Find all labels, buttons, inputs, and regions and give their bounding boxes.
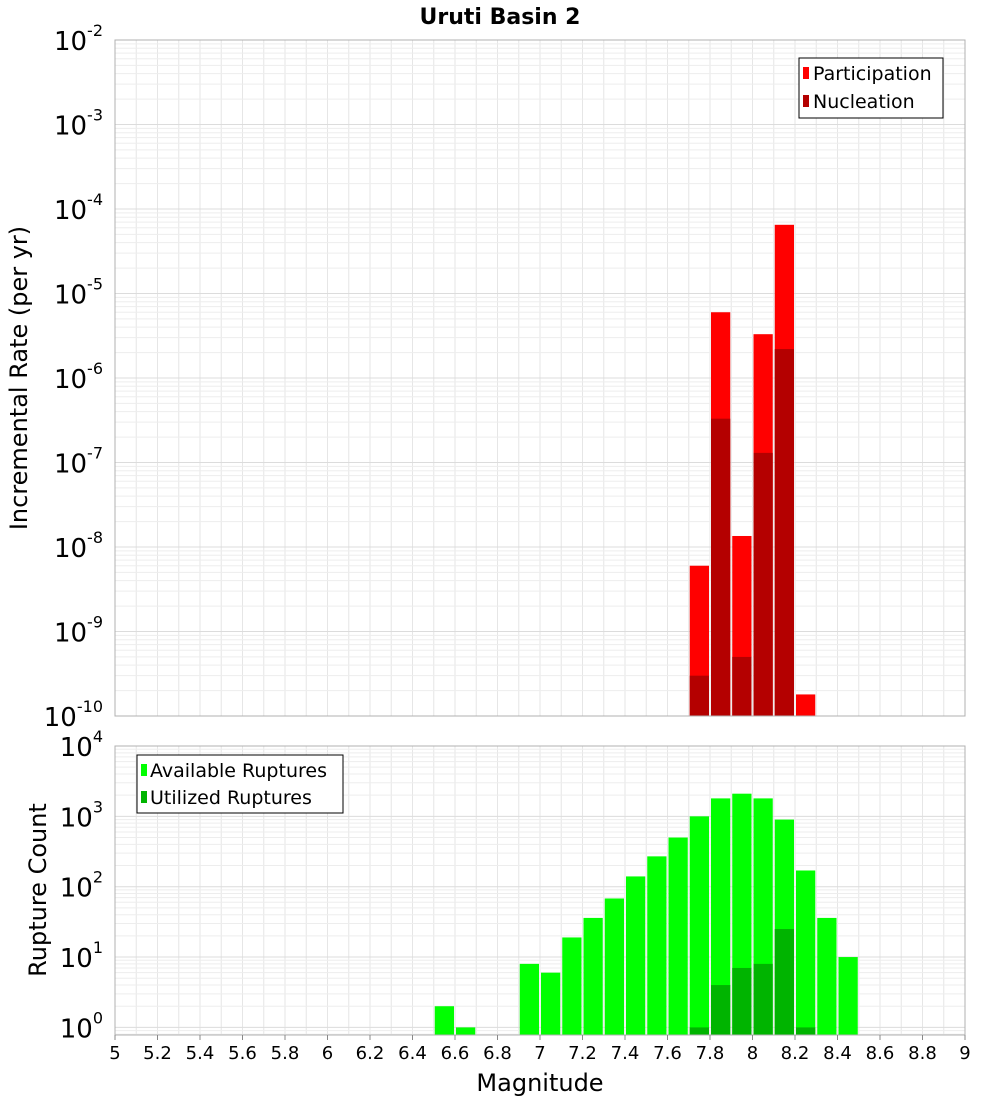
y-tick-label: 10-9 (54, 613, 103, 649)
bar-nucleation (753, 452, 773, 716)
y-tick-label: 10-7 (54, 444, 103, 480)
y-tick-label: 10-10 (44, 697, 103, 733)
bar-available-ruptures (604, 898, 624, 1035)
y-tick-label: 104 (60, 727, 103, 763)
x-axis-label: Magnitude (476, 1069, 603, 1097)
x-tick-label: 7 (534, 1043, 545, 1064)
x-tick-label: 8.6 (866, 1043, 895, 1064)
bar-available-ruptures (456, 1027, 476, 1035)
bar-available-ruptures (562, 937, 582, 1035)
top-legend-box (798, 57, 944, 119)
bottom-bars (434, 793, 858, 1035)
y-tick-label: 102 (60, 868, 103, 904)
top-legend: Participation Nucleation (798, 57, 944, 119)
legend-label-participation: Participation (813, 63, 932, 85)
bar-utilized-ruptures (711, 985, 731, 1035)
x-tick-label: 6 (322, 1043, 333, 1064)
bottom-y-axis-label: Rupture Count (24, 803, 52, 977)
legend-swatch-utilized (141, 791, 147, 803)
x-tick-label: 8 (747, 1043, 758, 1064)
y-tick-label: 10-2 (54, 21, 103, 57)
x-tick-label: 7.6 (653, 1043, 682, 1064)
bar-available-ruptures (689, 816, 709, 1035)
x-tick-label: 7.8 (696, 1043, 725, 1064)
bottom-legend: Available Ruptures Utilized Ruptures (136, 754, 344, 814)
x-tick-label: 5.6 (228, 1043, 257, 1064)
bar-utilized-ruptures (689, 1027, 709, 1035)
bottom-y-ticks: 104 103 102 101 100 (60, 727, 103, 1044)
top-panel: 10-2 10-3 10-4 10-5 10-6 10-7 10-8 10-9 10-10 In… (5, 21, 966, 733)
x-tick-label: 5 (109, 1043, 120, 1064)
bar-available-ruptures (434, 1006, 454, 1035)
bar-nucleation (774, 349, 794, 716)
x-tick-label: 6.4 (398, 1043, 427, 1064)
x-tick-label: 8.2 (781, 1043, 810, 1064)
top-y-axis-label: Incremental Rate (per yr) (5, 226, 33, 530)
top-bars (689, 224, 816, 716)
x-tick-label: 5.2 (143, 1043, 172, 1064)
y-tick-label: 10-5 (54, 275, 103, 311)
bar-available-ruptures (838, 957, 858, 1035)
chart-title: Uruti Basin 2 (420, 5, 581, 30)
bar-available-ruptures (626, 876, 646, 1035)
x-tick-label: 6.2 (356, 1043, 385, 1064)
top-grid (114, 39, 966, 717)
y-tick-label: 10-6 (54, 359, 103, 395)
legend-label-utilized: Utilized Ruptures (150, 787, 312, 809)
y-tick-label: 10-4 (54, 190, 103, 226)
bar-utilized-ruptures (796, 1027, 816, 1035)
x-axis-ticks: 5 5.2 5.4 5.6 5.8 6 6.2 6.4 6.6 6.8 7 7.2 7.4 7.6 7.8 8… (109, 1035, 971, 1064)
legend-label-available: Available Ruptures (150, 760, 327, 782)
bar-available-ruptures (711, 798, 731, 1035)
bar-available-ruptures (668, 837, 688, 1035)
x-tick-label: 9 (959, 1043, 970, 1064)
bar-available-ruptures (796, 870, 816, 1035)
bar-participation (796, 694, 816, 716)
bottom-legend-box (136, 754, 344, 814)
x-tick-label: 5.4 (186, 1043, 215, 1064)
bar-nucleation (689, 675, 709, 716)
bar-available-ruptures (541, 972, 561, 1035)
bar-available-ruptures (817, 917, 837, 1035)
y-tick-label: 103 (60, 797, 103, 833)
bar-utilized-ruptures (774, 929, 794, 1035)
y-tick-label: 10-3 (54, 106, 103, 142)
top-plot-frame (114, 39, 966, 717)
bar-available-ruptures (583, 917, 603, 1035)
x-tick-label: 6.8 (483, 1043, 512, 1064)
x-tick-label: 6.6 (441, 1043, 470, 1064)
x-tick-label: 8.8 (908, 1043, 937, 1064)
legend-swatch-nucleation (803, 95, 809, 107)
bar-available-ruptures (519, 963, 539, 1035)
bar-nucleation (732, 656, 752, 716)
x-tick-label: 7.2 (568, 1043, 597, 1064)
y-tick-label: 100 (60, 1008, 103, 1044)
bar-utilized-ruptures (753, 963, 773, 1035)
x-tick-label: 7.4 (611, 1043, 640, 1064)
x-tick-label: 8.4 (823, 1043, 852, 1064)
bar-utilized-ruptures (732, 967, 752, 1035)
legend-swatch-available (141, 764, 147, 776)
top-y-ticks: 10-2 10-3 10-4 10-5 10-6 10-7 10-8 10-9 10-10 (44, 21, 103, 733)
bar-nucleation (711, 418, 731, 716)
y-tick-label: 101 (60, 938, 103, 974)
legend-swatch-participation (803, 67, 809, 79)
x-tick-label: 5.8 (271, 1043, 300, 1064)
bar-available-ruptures (647, 856, 667, 1035)
legend-label-nucleation: Nucleation (813, 91, 915, 113)
y-tick-label: 10-8 (54, 528, 103, 564)
bottom-panel: 104 103 102 101 100 Rupture Count Available … (24, 727, 966, 1044)
